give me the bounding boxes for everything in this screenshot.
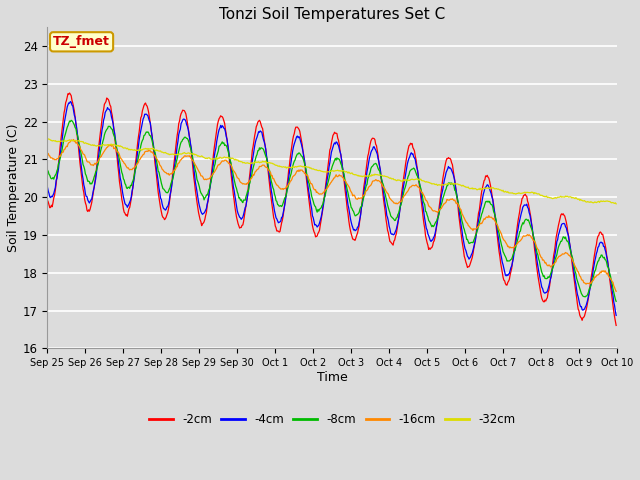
X-axis label: Time: Time: [317, 371, 348, 384]
Legend: -2cm, -4cm, -8cm, -16cm, -32cm: -2cm, -4cm, -8cm, -16cm, -32cm: [144, 409, 520, 431]
Text: TZ_fmet: TZ_fmet: [53, 36, 110, 48]
Title: Tonzi Soil Temperatures Set C: Tonzi Soil Temperatures Set C: [219, 7, 445, 22]
Y-axis label: Soil Temperature (C): Soil Temperature (C): [7, 123, 20, 252]
